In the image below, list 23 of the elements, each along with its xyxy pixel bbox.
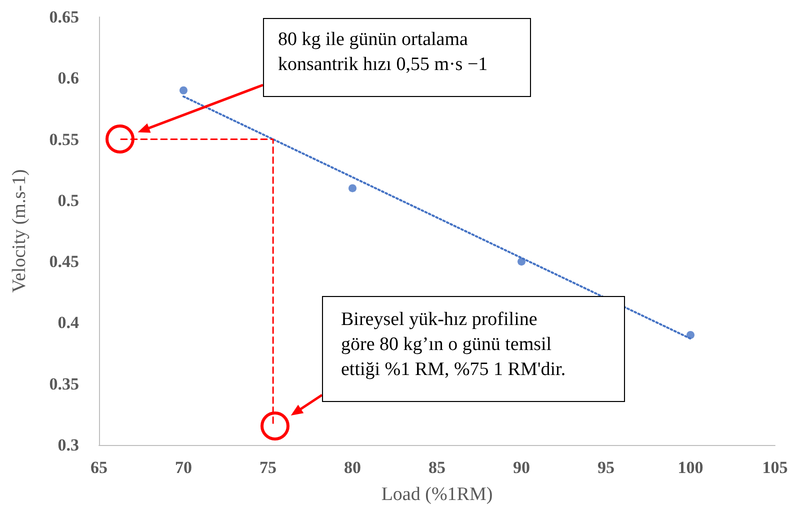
y-axis-title: Velocity (m.s-1) <box>9 169 30 293</box>
x-tick-label: 100 <box>678 458 704 477</box>
x-tick-label: 65 <box>90 458 108 477</box>
x-axis-title: Load (%1RM) <box>381 484 493 505</box>
point <box>348 184 356 192</box>
x-tick-label: 105 <box>762 458 788 477</box>
y-tick-label: 0.35 <box>49 374 79 394</box>
x-tick-label: 95 <box>598 458 614 477</box>
x-tick-label: 80 <box>344 458 361 477</box>
callout-box: Bireysel yük-hız profiline göre 80 kg’ın o günü temsil ettiği %1 RM, %75 1 RM'dir. <box>322 296 625 402</box>
y-tick-label: 0.3 <box>58 436 79 454</box>
callout-box: 80 kg ile günün ortalama konsantrik hızı 0,55 m·s −1 <box>263 18 531 97</box>
x-tick-label: 90 <box>513 458 530 477</box>
x-tick-label: 85 <box>428 458 446 477</box>
y-tick-label: 0.6 <box>58 68 79 88</box>
y-tick-label: 0.5 <box>58 190 79 210</box>
y-tick-label: 0.45 <box>49 252 79 272</box>
x-tick-label: 75 <box>260 458 276 477</box>
y-tick-label: 0.65 <box>49 8 79 26</box>
point <box>180 86 188 94</box>
y-tick-label: 0.4 <box>58 313 80 332</box>
y-tick-label: 0.55 <box>49 130 79 149</box>
x-tick-label: 70 <box>175 458 192 477</box>
